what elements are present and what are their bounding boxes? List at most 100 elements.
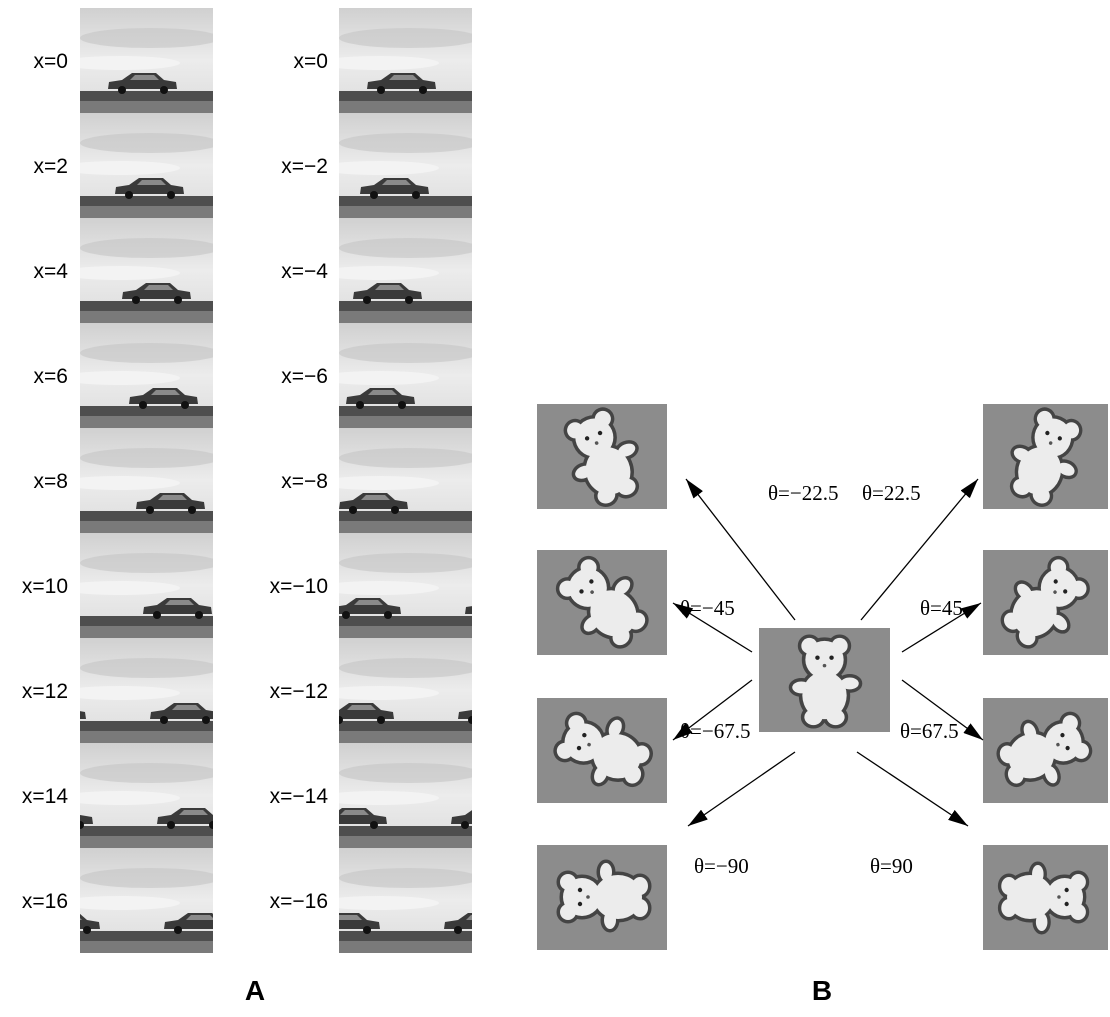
cloud <box>60 686 180 700</box>
angle-label: θ=−90 <box>694 854 749 878</box>
ground <box>80 521 213 533</box>
road <box>339 721 472 731</box>
teddy-fill <box>600 863 612 881</box>
car-wheel <box>174 926 182 934</box>
ground <box>339 836 472 848</box>
eye <box>578 888 582 892</box>
panel-label: A <box>245 975 265 1006</box>
cloud <box>80 448 220 468</box>
shift-label: x=0 <box>294 50 328 73</box>
cloud <box>339 28 479 48</box>
shift-label: x=6 <box>34 365 68 388</box>
cloud <box>60 791 180 805</box>
car-window <box>473 810 502 815</box>
ground <box>80 731 213 743</box>
cloud <box>60 56 180 70</box>
teddy-fill <box>1001 899 1016 917</box>
car-wheel <box>174 296 182 304</box>
eye <box>1065 902 1069 906</box>
cloud <box>319 686 439 700</box>
eye <box>829 656 833 660</box>
angle-label: θ=−22.5 <box>768 481 839 505</box>
car-wheel <box>349 506 357 514</box>
car-wheel <box>69 716 77 724</box>
car-window <box>487 600 516 605</box>
eye <box>815 656 819 660</box>
car-wheel <box>335 716 343 724</box>
car <box>472 493 541 514</box>
car-wheel <box>202 716 210 724</box>
cloud <box>319 896 439 910</box>
car-wheel <box>370 821 378 829</box>
cloud <box>339 133 479 153</box>
car-wheel <box>251 86 259 94</box>
teddy-image <box>983 404 1108 512</box>
shift-label: x=−6 <box>281 365 328 388</box>
car-window <box>172 705 201 710</box>
teddy-image <box>537 845 667 950</box>
car-wheel <box>342 611 350 619</box>
car-image <box>319 323 548 428</box>
car-window <box>144 285 173 290</box>
car <box>465 598 534 619</box>
angle-label: θ=67.5 <box>900 719 959 743</box>
road <box>80 196 213 206</box>
car-wheel <box>160 86 168 94</box>
car-window <box>333 915 362 920</box>
shift-label: x=−12 <box>270 680 328 703</box>
car <box>241 73 310 94</box>
car-wheel <box>41 926 49 934</box>
car-wheel <box>538 296 546 304</box>
car-window <box>515 180 544 185</box>
nose <box>1057 895 1060 899</box>
cloud <box>60 476 180 490</box>
car-window <box>522 75 551 80</box>
teddy-image <box>759 628 890 732</box>
cloud <box>80 343 220 363</box>
car-wheel <box>377 86 385 94</box>
cloud <box>319 581 439 595</box>
cloud <box>80 133 220 153</box>
cloud <box>339 238 479 258</box>
car-window <box>501 390 530 395</box>
car-wheel <box>160 716 168 724</box>
car-window <box>354 600 383 605</box>
cloud <box>80 763 220 783</box>
shift-label: x=14 <box>22 785 68 808</box>
road <box>339 931 472 941</box>
car-wheel <box>496 296 504 304</box>
car-wheel <box>461 821 469 829</box>
cloud <box>80 658 220 678</box>
car-window <box>11 285 40 290</box>
car-window <box>347 705 376 710</box>
teddy-image <box>537 404 667 511</box>
teddy-fill <box>604 911 616 929</box>
road <box>339 511 472 521</box>
car-window <box>340 810 369 815</box>
cloud <box>339 658 479 678</box>
cloud <box>80 553 220 573</box>
car-wheel <box>0 296 7 304</box>
car-wheel <box>510 716 518 724</box>
car-wheel <box>377 716 385 724</box>
road <box>80 91 213 101</box>
car-body <box>479 388 548 404</box>
ground <box>80 836 213 848</box>
car-wheel <box>524 506 532 514</box>
teddy-fill <box>792 681 810 693</box>
car-body <box>465 598 534 614</box>
car <box>0 178 51 199</box>
car-wheel <box>552 86 560 94</box>
cloud <box>319 266 439 280</box>
ground <box>80 311 213 323</box>
car-window <box>158 495 187 500</box>
car-image <box>319 638 527 743</box>
car-window <box>508 285 537 290</box>
nose <box>823 664 827 668</box>
teddy-image <box>537 548 667 657</box>
car-wheel <box>391 506 399 514</box>
car-body <box>472 493 541 509</box>
teddy-fill <box>804 709 822 725</box>
shift-label: x=−2 <box>281 155 328 178</box>
car-wheel <box>489 401 497 409</box>
